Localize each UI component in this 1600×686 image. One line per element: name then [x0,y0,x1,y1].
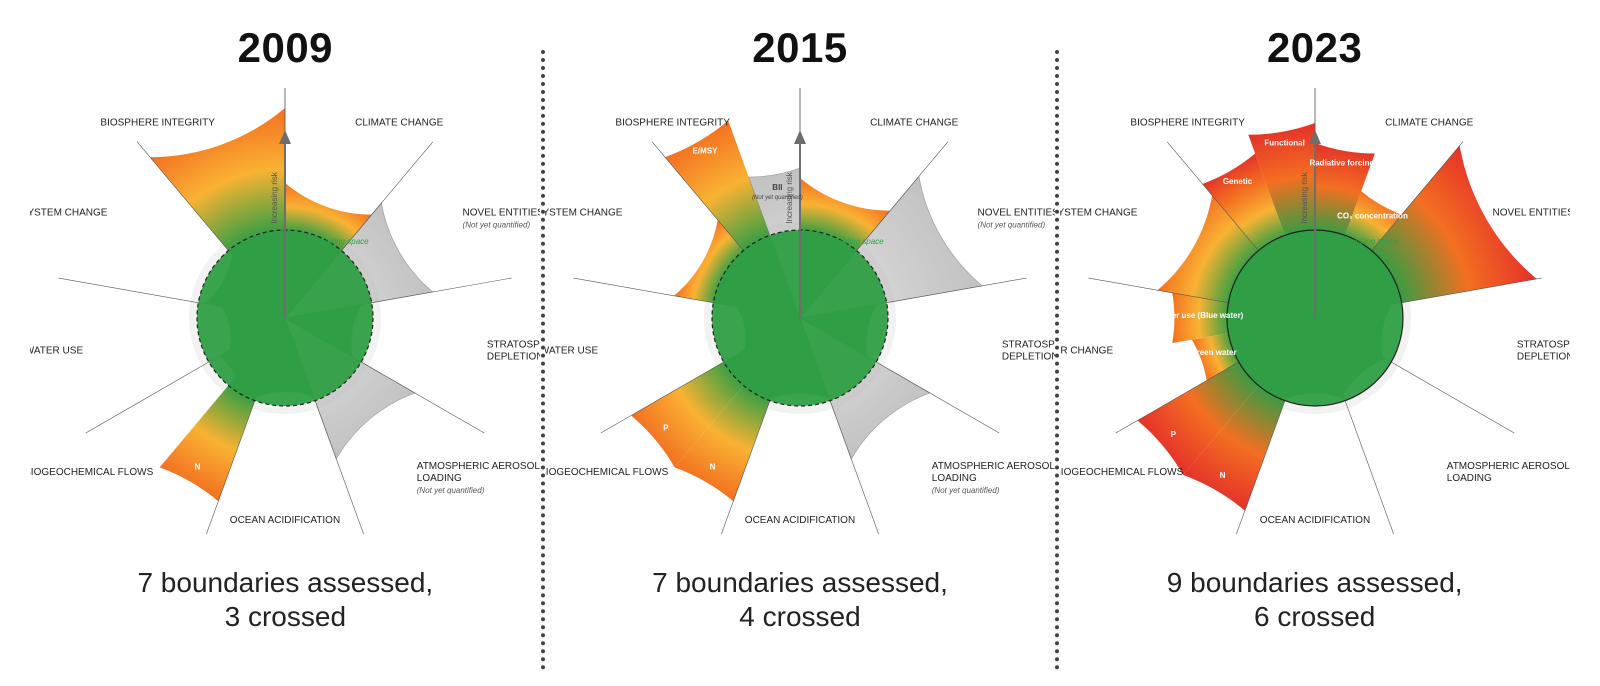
safe-label: Safe operating space [293,237,369,246]
panel-2015: 2015 Safe operating spaceIncreasing risk… [545,20,1056,666]
half-tag: P [200,380,206,389]
sector-sublabel: (Not yet quantified) [978,221,1046,230]
sector-label: BIOSPHERE INTEGRITY [615,117,730,128]
caption-line: 4 crossed [739,601,860,632]
caption-line: 6 crossed [1254,601,1375,632]
sector-label: STRATOSPHERIC OZONE [1002,340,1055,351]
sector-label: FRESHWATER USE [30,346,83,357]
diagram-2023: Safe operating space Increasing risk CLIMA… [1060,78,1570,558]
page: 2009 Safe operating space Increasing risk… [0,0,1600,686]
sector-label: BIOSPHERE INTEGRITY [101,117,216,128]
half-tag: N [195,463,201,472]
axis-label: Increasing risk [270,171,279,224]
sector-label: LOADING [417,473,462,484]
sector-label: ATMOSPHERIC AEROSOL [417,461,540,472]
half-tag: Genetic [1223,177,1253,186]
caption-line: 9 boundaries assessed, [1167,567,1463,598]
sector-label: OCEAN ACIDIFICATION [1259,515,1369,526]
sector-label: NOVEL ENTITIES [463,208,540,219]
sector-label: CLIMATE CHANGE [355,117,443,128]
sector-label: CLIMATE CHANGE [1385,117,1473,128]
axis-arrowhead [794,130,806,144]
sector-label: LAND-SYSTEM CHANGE [1060,208,1138,219]
half-tag: N [710,463,716,472]
half-tag: Green water [1190,348,1236,357]
caption-line: 7 boundaries assessed, [137,567,433,598]
sector-label: LAND-SYSTEM CHANGE [30,208,108,219]
sector-label: ATMOSPHERIC AEROSOL [1446,461,1569,472]
sector-label: DEPLETION [1002,352,1055,363]
sector-label: DEPLETION [1517,352,1570,363]
half-tag: CO₂ concentration [1337,211,1408,220]
sector-label: OCEAN ACIDIFICATION [745,515,855,526]
caption-line: 7 boundaries assessed, [652,567,948,598]
sector-label: BIOGEOCHEMICAL FLOWS [30,467,154,478]
sector-label: BIOGEOCHEMICAL FLOWS [1060,467,1184,478]
sector-label: LAND-SYSTEM CHANGE [545,208,623,219]
half-tag: E/MSY [693,146,719,155]
panel-2023: 2023 Safe operating space Increasing risk… [1059,20,1570,666]
safe-label: Safe operating space [1323,237,1399,246]
diagram-2015: Safe operating spaceIncreasing riskCLIMA… [545,78,1055,558]
half-tag: BII [772,183,782,192]
half-tag: Freshwater use (Blue water) [1136,311,1243,320]
sector-label: FRESHWATER CHANGE [1060,346,1113,357]
half-tag: Functional [1264,139,1304,148]
caption-line: 3 crossed [225,601,346,632]
half-tag: Radiative forcing [1309,158,1374,167]
sector-label: ATMOSPHERIC AEROSOL [932,461,1055,472]
sector-sublabel: (Not yet quantified) [463,221,531,230]
caption-2009: 7 boundaries assessed, 3 crossed [137,566,433,633]
sector-sublabel: (Not yet quantified) [417,486,485,495]
sector-label: LOADING [932,473,977,484]
sector-label: CLIMATE CHANGE [870,117,958,128]
caption-2023: 9 boundaries assessed, 6 crossed [1167,566,1463,633]
axis-label: Increasing risk [1300,171,1309,224]
sector-label: BIOGEOCHEMICAL FLOWS [545,467,669,478]
year-title: 2009 [238,24,333,72]
sector-label: OCEAN ACIDIFICATION [230,515,340,526]
sector-label: DEPLETION [487,352,540,363]
half-tag: N [1219,471,1225,480]
sector-label: NOVEL ENTITIES [978,208,1055,219]
caption-2015: 7 boundaries assessed, 4 crossed [652,566,948,633]
sector-label: FRESHWATER USE [545,346,598,357]
sector-sublabel: (Not yet quantified) [932,486,1000,495]
year-title: 2015 [752,24,847,72]
sector-label: BIOSPHERE INTEGRITY [1130,117,1245,128]
safe-label: Safe operating space [808,237,884,246]
sector-label: STRATOSPHERIC OZONE [487,340,540,351]
half-sublabel: (Not yet quantified) [752,195,803,201]
sector-label: LOADING [1446,473,1491,484]
year-title: 2023 [1267,24,1362,72]
half-tag: P [663,423,669,432]
panel-2009: 2009 Safe operating space Increasing risk… [30,20,541,666]
sector-label: NOVEL ENTITIES [1492,208,1569,219]
sector-label: STRATOSPHERIC OZONE [1517,340,1570,351]
half-tag: P [1170,430,1176,439]
diagram-2009: Safe operating space Increasing risk CLIMA… [30,78,540,558]
